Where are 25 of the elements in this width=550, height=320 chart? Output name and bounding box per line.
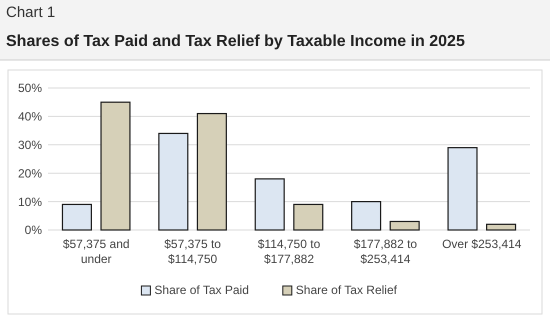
x-tick-label: Over $253,414 [442,237,522,251]
bar [390,220,420,231]
bar [486,224,516,231]
bar [158,132,188,231]
bar [447,147,478,231]
y-tick-label: 10% [18,194,42,209]
y-tick-label: 0% [24,223,42,238]
bar [293,204,324,231]
bar [254,178,285,231]
y-tick-label: 30% [18,138,42,152]
y-tick-label: 20% [18,166,42,180]
x-tick-label: $57,375 and under [62,237,130,266]
caption: Chart 1 [6,4,56,21]
x-tick-label: $177,882 to $253,414 [354,237,418,266]
bar [100,102,131,231]
bar [62,204,92,231]
x-tick-label: $57,375 to $114,750 [164,237,222,266]
legend-label: Share of Tax Relief [296,283,398,297]
chart-title: Shares of Tax Paid and Tax Relief by Taxable Income in 2025 [6,33,465,50]
legend-label: Share of Tax Paid [154,283,249,297]
y-tick-label: 50% [18,81,42,96]
bar [351,201,382,231]
x-tick-label: $114,750 to $177,882 [258,237,321,266]
bar [196,112,227,231]
y-tick-label: 40% [18,110,42,124]
